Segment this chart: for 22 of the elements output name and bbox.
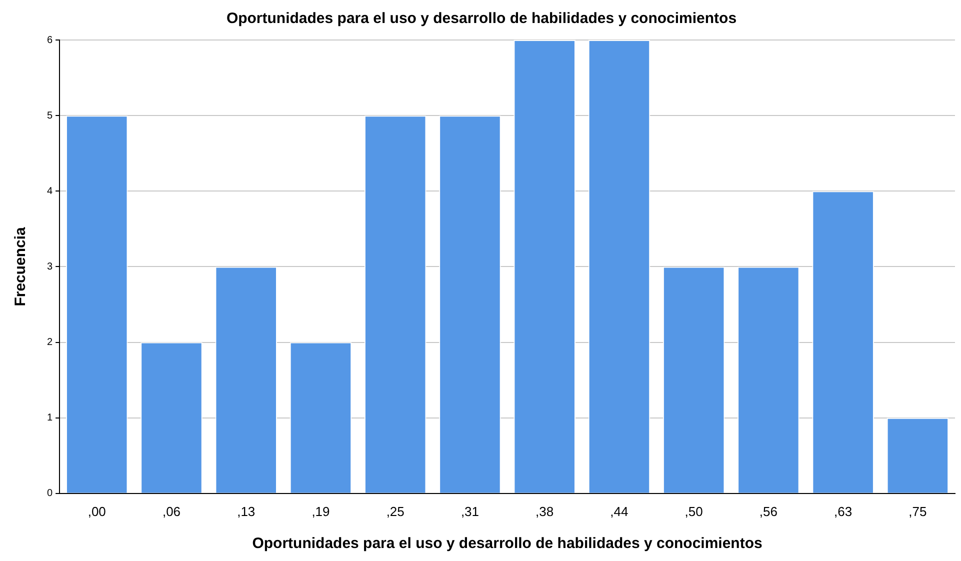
x-tick-label: ,63 <box>834 504 852 519</box>
x-tick-label: ,75 <box>908 504 927 519</box>
x-tick-label: ,19 <box>312 504 330 519</box>
y-axis-title: Frecuencia <box>12 226 30 306</box>
x-axis-title: Oportunidades para el uso y desarrollo de habilidades y conocimientos <box>252 535 762 552</box>
x-tick-label: ,13 <box>237 504 256 519</box>
x-tick-label: ,00 <box>88 504 106 519</box>
y-tick-label: 6 <box>47 34 53 46</box>
x-tick-label: ,25 <box>386 504 404 519</box>
y-tick-label: 3 <box>47 261 53 272</box>
y-tick-label: 5 <box>47 110 53 122</box>
x-tick-label: ,38 <box>536 504 554 519</box>
y-tick-label: 0 <box>47 488 53 500</box>
y-tick-label: 2 <box>47 337 53 348</box>
y-tick-label: 1 <box>47 412 53 424</box>
x-tick-label: ,56 <box>759 504 778 519</box>
x-tick-label: ,06 <box>162 504 181 519</box>
x-tick-label: ,31 <box>460 504 480 519</box>
x-tick-label: ,50 <box>684 504 703 519</box>
chart-title: Oportunidades para el uso y desarrollo de habilidades y conocimientos <box>226 10 737 28</box>
x-tick-label: ,44 <box>610 504 628 519</box>
y-tick-label: 4 <box>47 186 53 197</box>
